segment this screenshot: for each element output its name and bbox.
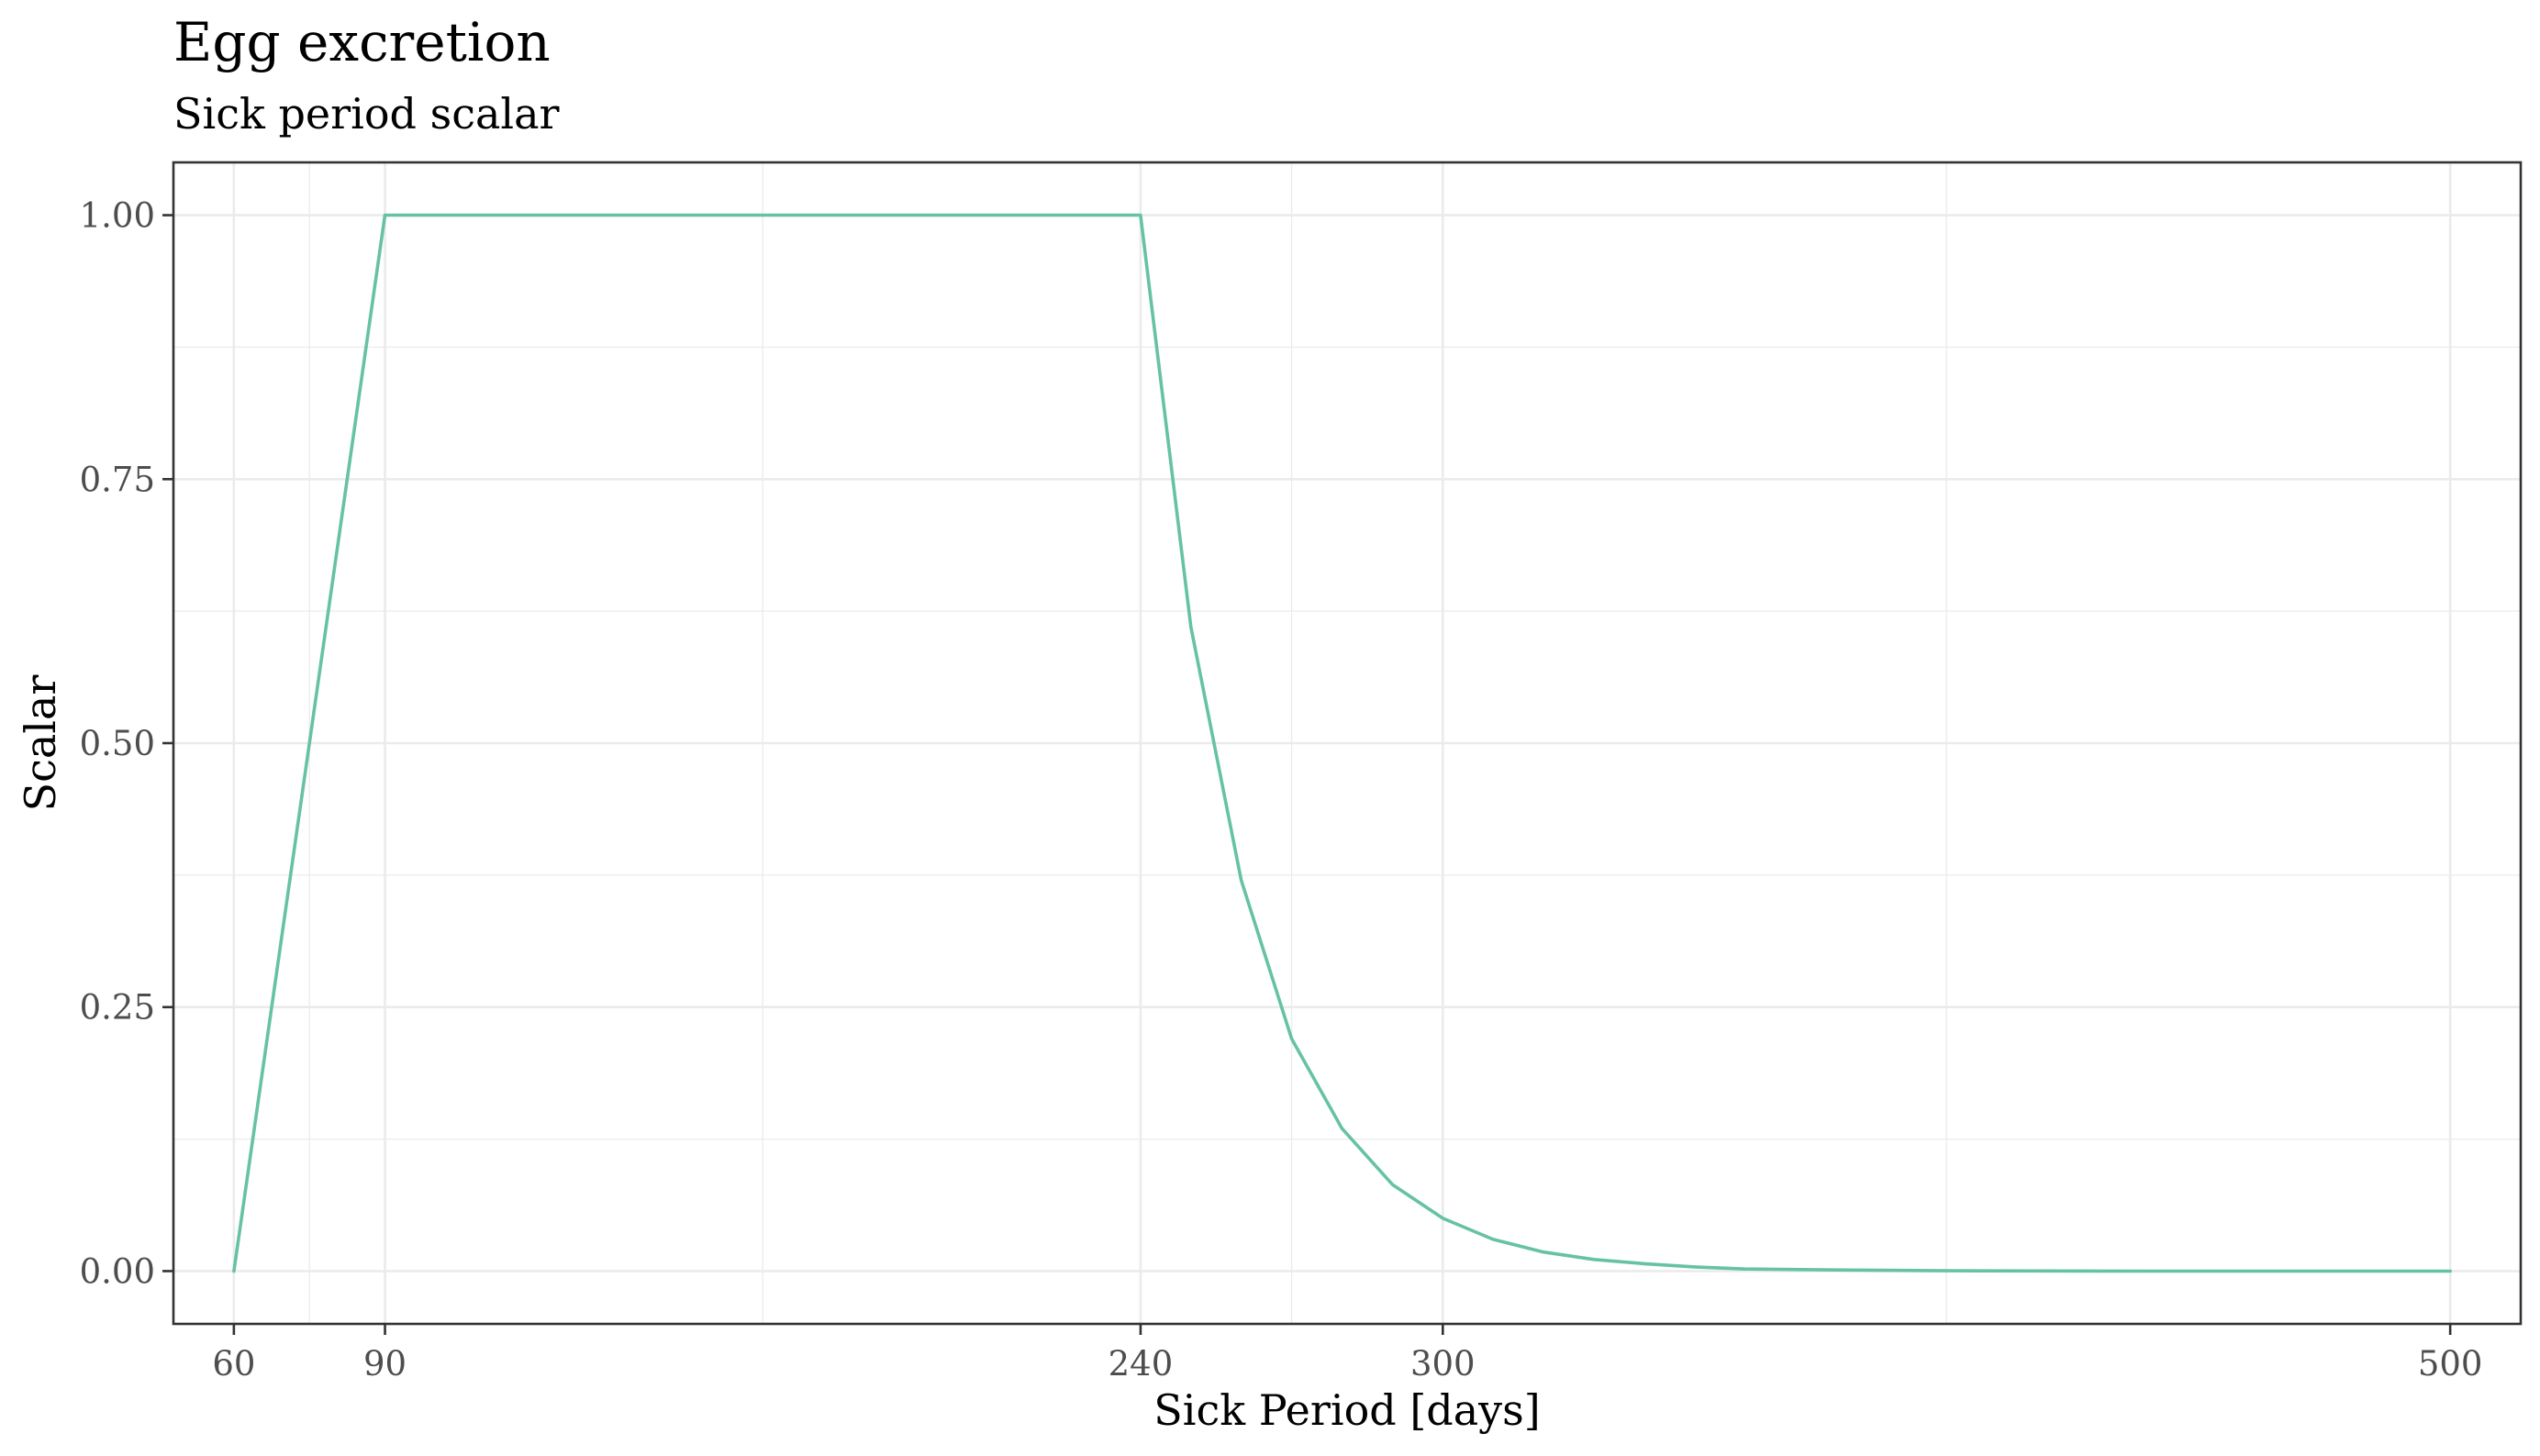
- major-gridlines: [173, 162, 2521, 1324]
- x-axis-title: Sick Period [days]: [1153, 1385, 1540, 1435]
- minor-gridlines: [173, 162, 2521, 1324]
- x-tick-label: 60: [212, 1344, 255, 1384]
- x-axis: 60 90 240 300 500: [212, 1324, 2482, 1384]
- chart-subtitle: Sick period scalar: [173, 89, 560, 139]
- x-tick-label: 500: [2418, 1344, 2483, 1384]
- y-tick-label: 0.75: [80, 460, 155, 499]
- x-tick-label: 90: [363, 1344, 407, 1384]
- series-layer: [232, 213, 2452, 1273]
- y-tick-label: 1.00: [80, 196, 155, 236]
- x-tick-label: 300: [1410, 1344, 1476, 1384]
- y-tick-label: 0.25: [80, 988, 155, 1028]
- y-axis: 0.00 0.25 0.50 0.75 1.00: [80, 196, 173, 1291]
- series-line: [232, 213, 2452, 1273]
- y-axis-title: Scalar: [16, 675, 65, 812]
- y-tick-label: 0.00: [80, 1251, 155, 1291]
- x-tick-label: 240: [1108, 1344, 1174, 1384]
- chart-title: Egg excretion: [173, 11, 551, 73]
- y-tick-label: 0.50: [80, 724, 155, 763]
